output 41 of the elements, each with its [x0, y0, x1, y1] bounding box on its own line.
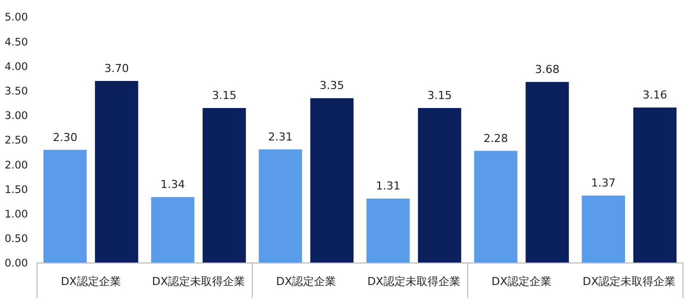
y-tick-label: 1.00: [4, 208, 28, 220]
y-tick-label: 5.00: [4, 12, 28, 24]
data-label: 2.30: [52, 130, 78, 144]
x-tick-label: DX認定未取得企業: [582, 275, 676, 288]
bar: [202, 108, 246, 263]
bar: [94, 80, 138, 263]
data-label: 3.15: [427, 89, 452, 102]
bar: [582, 196, 626, 263]
bar: [258, 149, 302, 263]
data-label: 1.31: [376, 180, 400, 193]
y-tick-label: 0.50: [4, 233, 28, 246]
data-label: 3.35: [320, 79, 344, 92]
bar: [633, 108, 677, 263]
x-tick-label: DX認定企業: [60, 275, 121, 288]
bar: [43, 150, 87, 263]
data-label: 1.34: [160, 178, 186, 192]
y-tick-label: 0.00: [4, 258, 28, 270]
x-tick-label: DX認定企業: [491, 275, 552, 288]
data-label: 2.28: [484, 132, 508, 145]
y-tick-label: 4.00: [4, 60, 28, 73]
bar: [474, 150, 518, 263]
x-tick-label: DX認定未取得企業: [367, 275, 460, 288]
data-label: 2.31: [268, 130, 293, 144]
data-label: 3.15: [212, 89, 236, 102]
y-tick-label: 2.00: [4, 159, 28, 172]
bar: [151, 197, 194, 263]
data-label: 1.37: [591, 176, 616, 190]
y-tick-label: 4.50: [4, 36, 28, 48]
y-tick-label: 2.50: [4, 134, 28, 147]
bar: [366, 198, 410, 263]
y-tick-label: 1.50: [4, 184, 28, 196]
y-tick-label: 3.50: [4, 85, 28, 98]
x-tick-label: DX認定未取得企業: [152, 275, 246, 288]
data-label: 3.70: [104, 62, 129, 75]
data-label: 3.68: [534, 62, 560, 76]
bar: [526, 82, 569, 263]
bar: [418, 108, 462, 263]
data-label: 3.16: [642, 88, 668, 102]
x-tick-label: DX認定企業: [276, 275, 336, 288]
bar: [310, 98, 354, 263]
y-tick-label: 3.00: [4, 110, 28, 122]
